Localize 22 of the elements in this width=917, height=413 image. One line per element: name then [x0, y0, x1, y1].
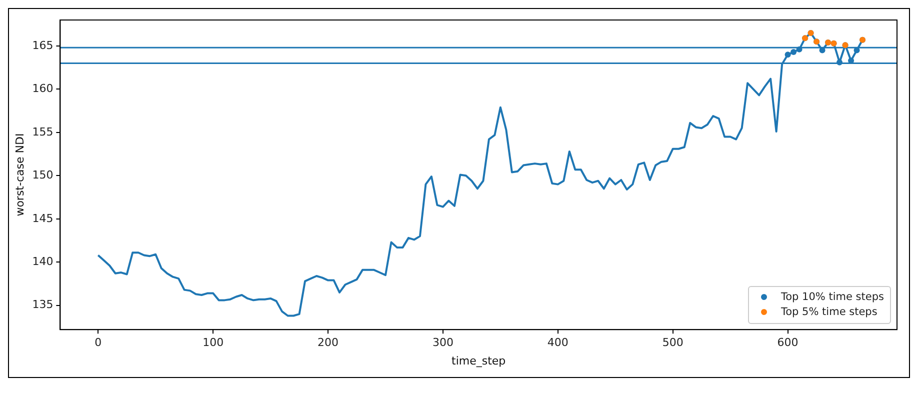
y-tick-label: 140: [32, 255, 54, 268]
x-tick-label: 200: [318, 336, 339, 350]
x-tick-label: 0: [94, 336, 102, 350]
y-tick-label: 165: [32, 38, 54, 52]
y-tick-label: 155: [32, 125, 54, 138]
x-tick-label: 500: [662, 336, 684, 350]
y-axis-title: worst-case NDI: [13, 133, 26, 216]
x-tick-label: 300: [432, 336, 454, 350]
x-tick-label: 600: [777, 336, 798, 350]
y-tick-label: 145: [32, 212, 54, 225]
point: [790, 49, 797, 55]
x-tick-label: 100: [202, 336, 224, 350]
legend-label: Top 5% time steps: [781, 306, 878, 318]
legend-label: Top 10% time steps: [781, 291, 884, 304]
point: [796, 46, 802, 52]
point: [784, 52, 791, 58]
y-tick-label: 160: [32, 82, 54, 96]
point: [836, 59, 843, 66]
y-tick-label: 135: [32, 298, 54, 312]
y-tick-label: 150: [32, 168, 54, 182]
x-tick-label: 400: [547, 336, 568, 350]
x-axis-title: time_step: [452, 354, 506, 368]
